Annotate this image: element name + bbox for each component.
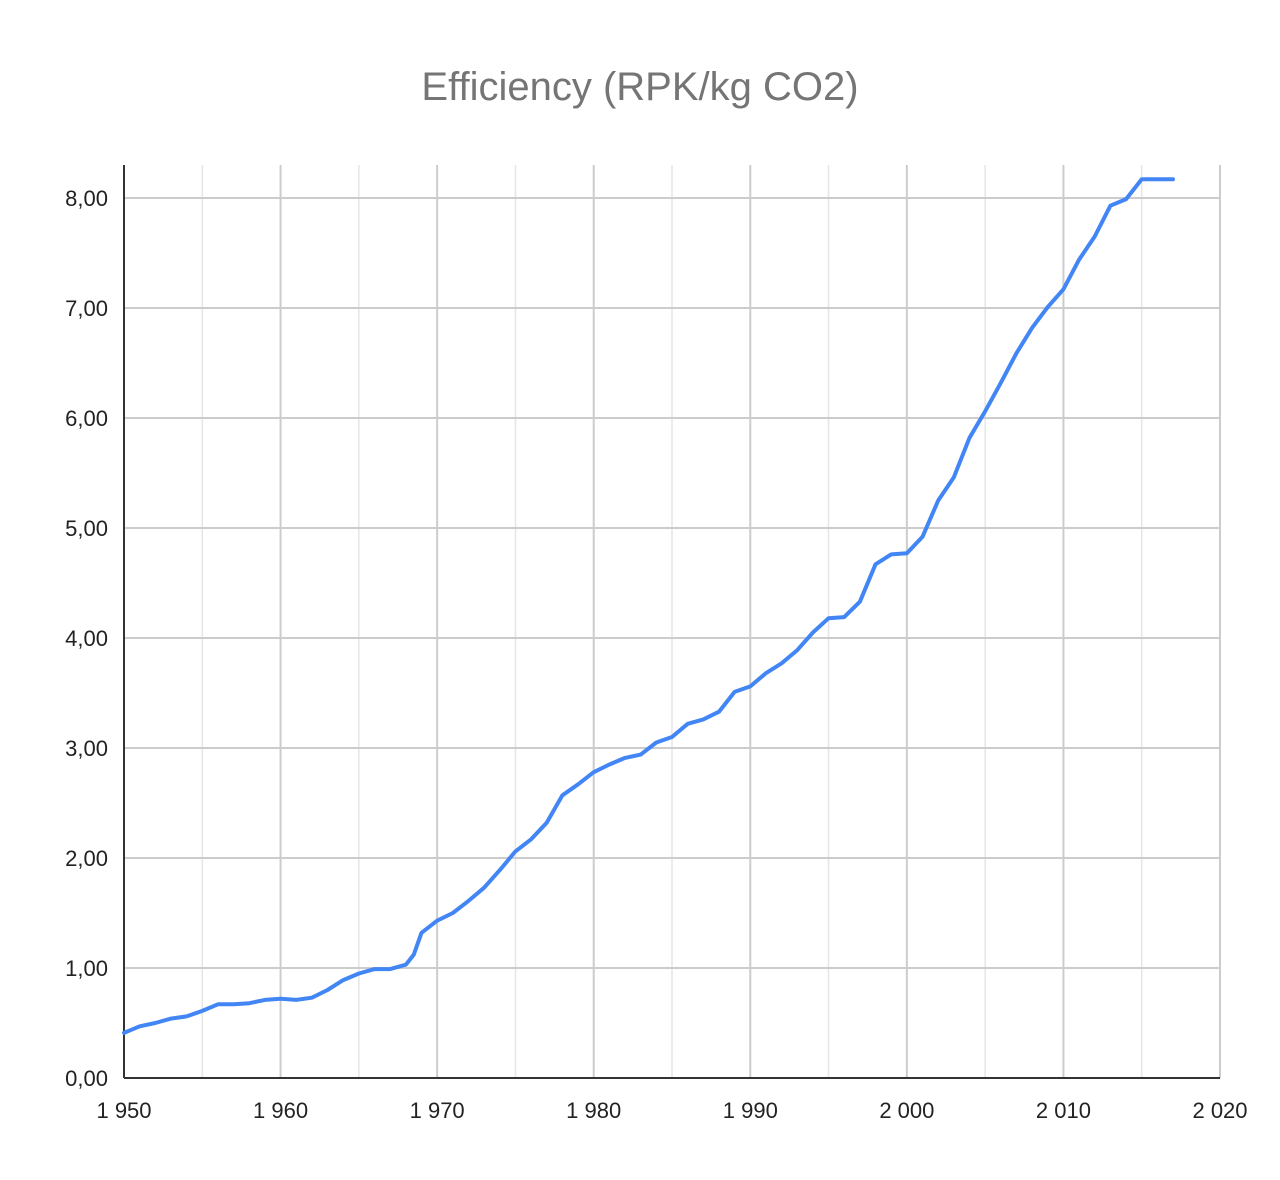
x-tick-label: 1 950: [96, 1098, 151, 1123]
x-tick-label: 1 980: [566, 1098, 621, 1123]
y-tick-label: 4,00: [65, 626, 108, 651]
axes: [123, 165, 1220, 1079]
y-tick-label: 3,00: [65, 736, 108, 761]
x-tick-label: 1 990: [723, 1098, 778, 1123]
x-tick-label: 2 000: [879, 1098, 934, 1123]
x-tick-label: 1 960: [253, 1098, 308, 1123]
x-tick-label: 1 970: [410, 1098, 465, 1123]
y-tick-label: 1,00: [65, 956, 108, 981]
series-line: [122, 177, 1175, 1035]
y-tick-label: 6,00: [65, 406, 108, 431]
grid: [124, 165, 1221, 1078]
series-layer: [122, 177, 1175, 1035]
y-tick-label: 8,00: [65, 186, 108, 211]
y-tick-label: 0,00: [65, 1066, 108, 1091]
tick-labels: 0,00 1,00 2,00 3,00 4,00 5,00 6,00 7,00 8,00 1 95…: [65, 186, 1247, 1123]
x-tick-label: 2 020: [1192, 1098, 1247, 1123]
x-tick-label: 2 010: [1036, 1098, 1091, 1123]
y-tick-label: 2,00: [65, 846, 108, 871]
chart-title: Efficiency (RPK/kg CO2): [421, 65, 858, 109]
y-tick-label: 7,00: [65, 296, 108, 321]
y-tick-label: 5,00: [65, 516, 108, 541]
